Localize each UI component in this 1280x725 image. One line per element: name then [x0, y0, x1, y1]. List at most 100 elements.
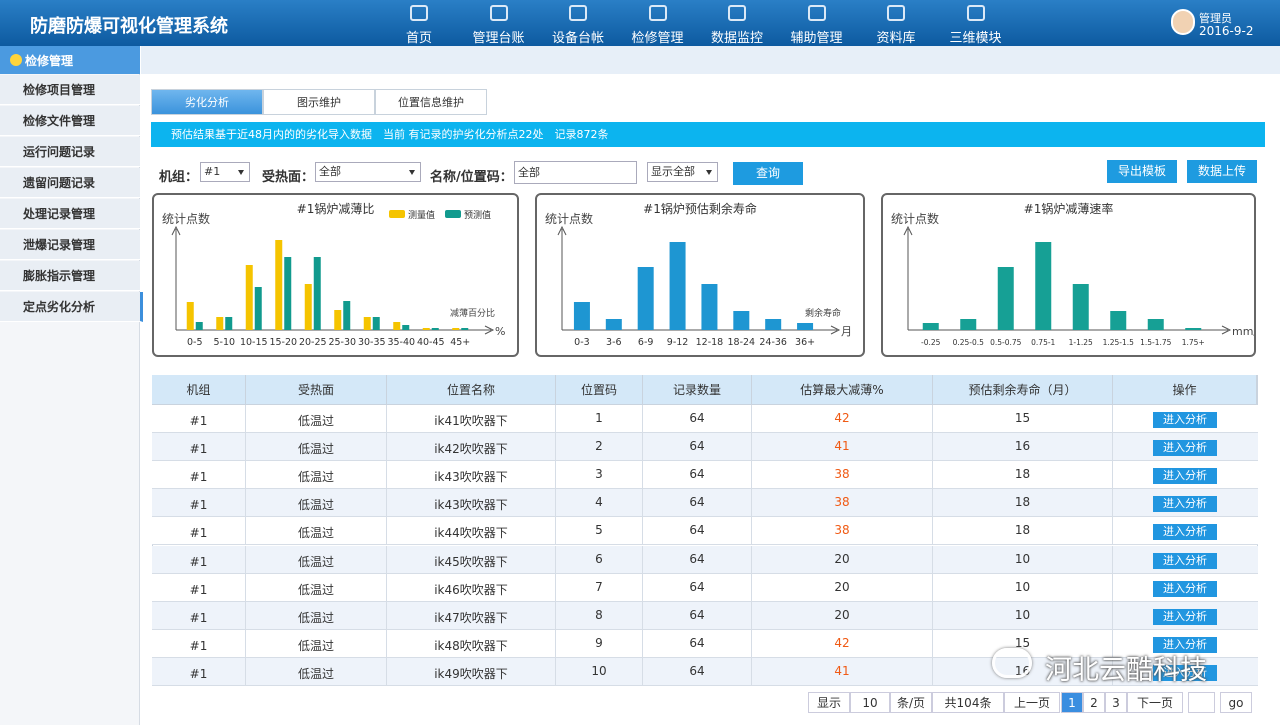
- column-header: 位置名称: [387, 375, 556, 405]
- bar: [765, 319, 781, 330]
- page-number[interactable]: 2: [1083, 692, 1105, 713]
- go-button[interactable]: go: [1220, 692, 1252, 713]
- action-button[interactable]: 进入分析: [1153, 524, 1217, 540]
- page-input[interactable]: [1188, 692, 1215, 713]
- table-cell: 18: [933, 489, 1113, 517]
- nav-icon: [967, 5, 985, 21]
- x-axis-label: 减薄百分比: [450, 307, 495, 319]
- pager-item[interactable]: 上一页: [1004, 692, 1060, 713]
- table-cell: 6: [556, 546, 643, 574]
- legend-label: 预测值: [464, 209, 491, 221]
- button[interactable]: 数据上传: [1187, 160, 1257, 183]
- table-cell: 低温过: [246, 574, 387, 602]
- nav-icon: [569, 5, 587, 21]
- nav-icon: [728, 5, 746, 21]
- bar: [423, 328, 430, 330]
- table-cell: 64: [643, 461, 752, 489]
- table-cell: 64: [643, 658, 752, 686]
- table-cell: ik49吹吹器下: [387, 658, 556, 686]
- action-button[interactable]: 进入分析: [1153, 468, 1217, 484]
- bar: [334, 310, 341, 330]
- table-cell: 1: [556, 405, 643, 433]
- nav-item[interactable]: 辅助管理: [777, 27, 857, 46]
- table-cell: 38: [752, 489, 933, 517]
- sidebar-item[interactable]: 泄爆记录管理: [0, 230, 140, 260]
- table-cell: #1: [152, 574, 246, 602]
- filter-label: 机组：: [159, 166, 198, 185]
- page-number[interactable]: 3: [1105, 692, 1127, 713]
- sidebar-item[interactable]: 检修文件管理: [0, 106, 140, 136]
- nav-item[interactable]: 三维模块: [936, 27, 1016, 46]
- sidebar-item[interactable]: 检修项目管理: [0, 75, 140, 105]
- x-tick-label: 20-25: [299, 337, 327, 348]
- y-axis-label: 统计点数: [162, 211, 210, 226]
- sidebar-item[interactable]: 遗留问题记录: [0, 168, 140, 198]
- x-tick-label: 1.75+: [1182, 338, 1205, 347]
- bar: [960, 319, 976, 330]
- table-cell: #1: [152, 517, 246, 545]
- chart-title: #1锅炉减薄比: [297, 201, 375, 216]
- x-axis-unit: mm/y: [1232, 325, 1254, 338]
- x-tick-label: 1.25-1.5: [1103, 338, 1135, 347]
- sidebar-item[interactable]: 膨胀指示管理: [0, 261, 140, 291]
- banner: 预估结果基于近48月内的的劣化导入数据 当前 有记录的护劣化分析点22处 记录8…: [151, 122, 1265, 147]
- chart-title: #1锅炉预估剩余寿命: [643, 201, 757, 216]
- avatar: [1171, 9, 1195, 35]
- bar: [1148, 319, 1164, 330]
- bar: [1073, 284, 1089, 330]
- action-button[interactable]: 进入分析: [1153, 553, 1217, 569]
- table-cell: 64: [643, 489, 752, 517]
- x-tick-label: 10-15: [240, 337, 268, 348]
- button[interactable]: 导出模板: [1107, 160, 1177, 183]
- table-cell: ik42吹吹器下: [387, 433, 556, 461]
- x-tick-label: 24-36: [759, 337, 787, 348]
- sidebar-item[interactable]: 运行问题记录: [0, 137, 140, 167]
- action-button[interactable]: 进入分析: [1153, 581, 1217, 597]
- sidebar-title: 检修管理: [25, 52, 73, 69]
- table-cell: 64: [643, 574, 752, 602]
- column-header: 机组: [152, 375, 246, 405]
- table-cell: ik46吹吹器下: [387, 574, 556, 602]
- table-cell: 18: [933, 517, 1113, 545]
- legend-swatch: [445, 210, 461, 218]
- select[interactable]: 全部: [315, 162, 421, 182]
- nav-item[interactable]: 数据监控: [697, 27, 777, 46]
- page-number[interactable]: 1: [1061, 692, 1083, 713]
- input[interactable]: 全部: [514, 161, 637, 184]
- table-cell: 7: [556, 574, 643, 602]
- y-axis-label: 统计点数: [545, 211, 593, 226]
- nav-item[interactable]: 检修管理: [618, 27, 698, 46]
- action-button[interactable]: 进入分析: [1153, 440, 1217, 456]
- pager-item[interactable]: 下一页: [1127, 692, 1183, 713]
- x-tick-label: 0-3: [574, 337, 590, 348]
- tab[interactable]: 图示维护: [263, 89, 375, 115]
- button[interactable]: 查询: [733, 162, 803, 185]
- nav-item[interactable]: 设备台帐: [538, 27, 618, 46]
- tab[interactable]: 位置信息维护: [375, 89, 487, 115]
- nav-item[interactable]: 管理台账: [459, 27, 539, 46]
- table-cell: ik43吹吹器下: [387, 461, 556, 489]
- tab[interactable]: 劣化分析: [151, 89, 263, 115]
- action-button[interactable]: 进入分析: [1153, 496, 1217, 512]
- table-cell: #1: [152, 546, 246, 574]
- chart-panel: #1锅炉减薄速率统计点数mm/y-0.250.25-0.50.5-0.750.7…: [881, 193, 1256, 357]
- bar: [275, 240, 282, 330]
- nav-item[interactable]: 资料库: [856, 27, 936, 46]
- action-button[interactable]: 进入分析: [1153, 609, 1217, 625]
- x-tick-label: 5-10: [213, 337, 235, 348]
- table-cell: ik45吹吹器下: [387, 546, 556, 574]
- app-title: 防磨防爆可视化管理系统: [30, 12, 228, 38]
- nav-item[interactable]: 首页: [379, 27, 459, 46]
- bar: [670, 242, 686, 330]
- table-cell: #1: [152, 630, 246, 658]
- column-header: 位置码: [556, 375, 643, 405]
- sidebar-item[interactable]: 定点劣化分析: [0, 292, 143, 322]
- nav-icon: [887, 5, 905, 21]
- sidebar-item[interactable]: 处理记录管理: [0, 199, 140, 229]
- table-cell: #1: [152, 433, 246, 461]
- caret: [706, 170, 712, 175]
- column-header: 操作: [1113, 375, 1257, 405]
- bar: [432, 328, 439, 330]
- table-cell: 2: [556, 433, 643, 461]
- action-button[interactable]: 进入分析: [1153, 412, 1217, 428]
